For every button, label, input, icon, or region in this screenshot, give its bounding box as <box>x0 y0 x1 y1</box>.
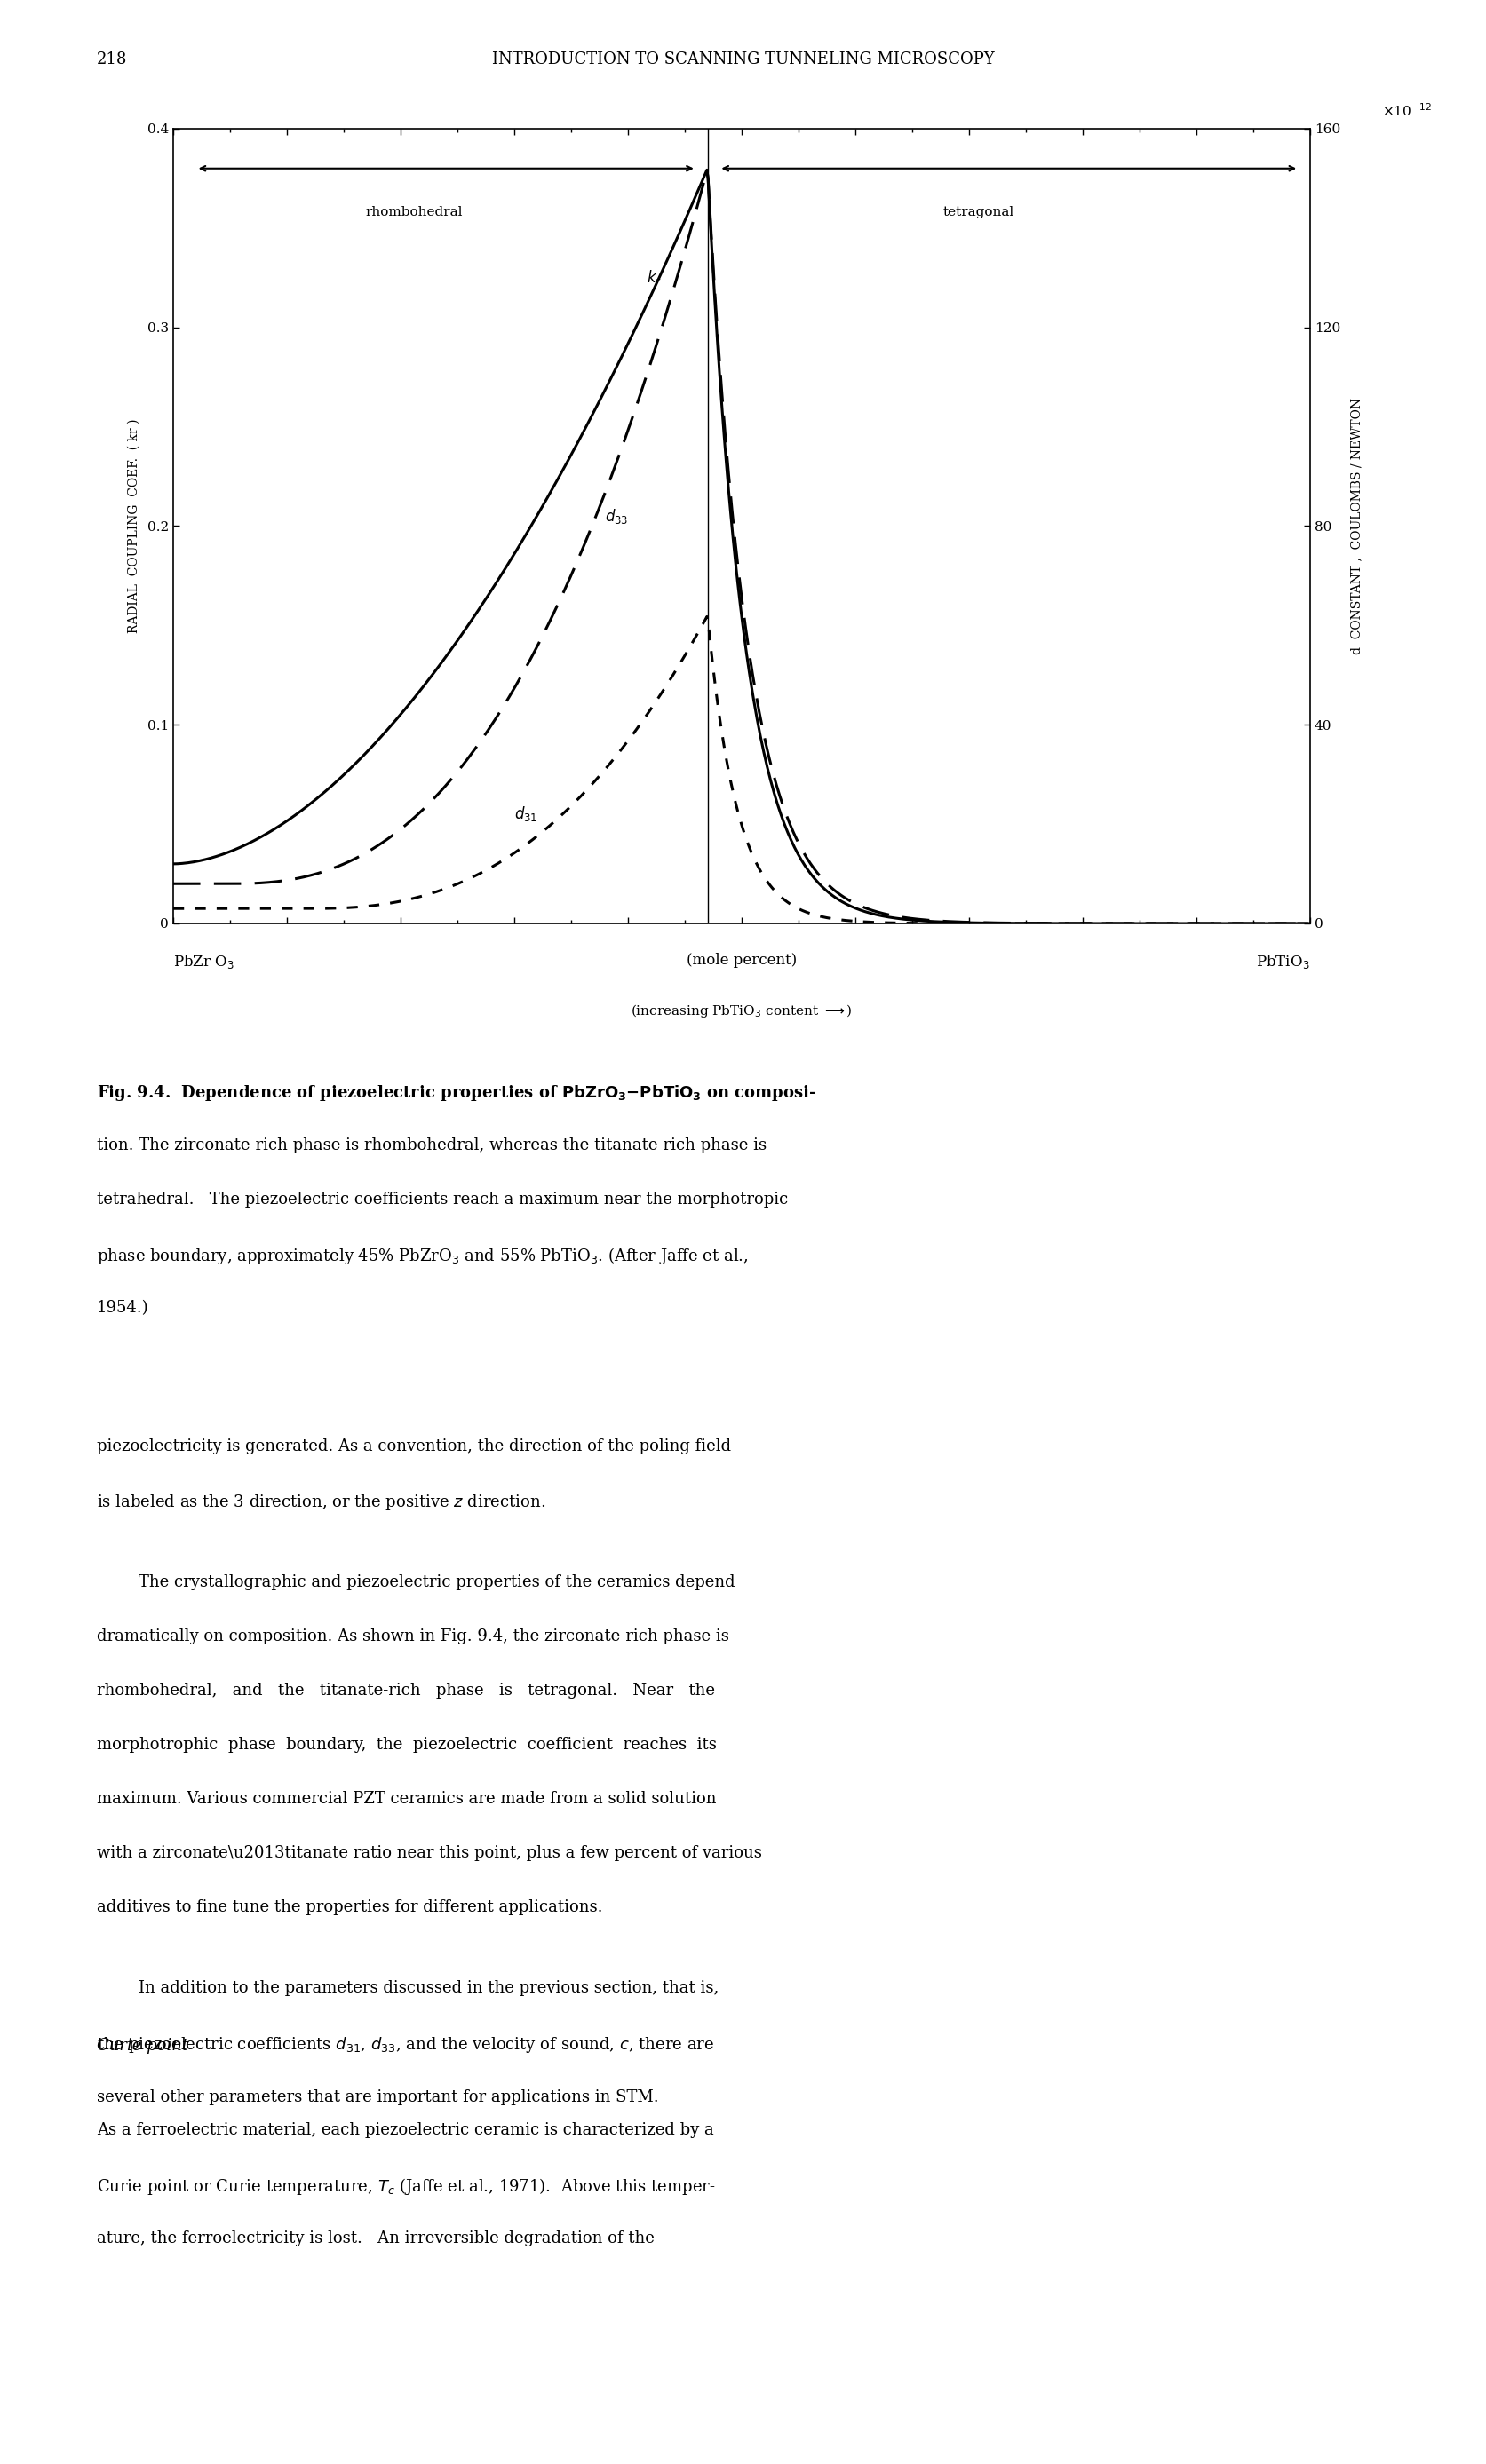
Text: several other parameters that are important for applications in STM.: several other parameters that are import… <box>97 2089 658 2104</box>
Y-axis label: RADIAL  COUPLING  COEF.  ( kr ): RADIAL COUPLING COEF. ( kr ) <box>128 419 140 633</box>
Text: maximum. Various commercial PZT ceramics are made from a solid solution: maximum. Various commercial PZT ceramics… <box>97 1791 716 1806</box>
Text: (mole percent): (mole percent) <box>687 954 796 968</box>
Text: rhombohedral: rhombohedral <box>366 205 462 219</box>
Text: is labeled as the 3 direction, or the positive $z$ direction.: is labeled as the 3 direction, or the po… <box>97 1493 545 1513</box>
Text: 1954.): 1954.) <box>97 1301 149 1316</box>
Text: As a ferroelectric material, each piezoelectric ceramic is characterized by a: As a ferroelectric material, each piezoe… <box>97 2122 713 2139</box>
Text: morphotrophic  phase  boundary,  the  piezoelectric  coefficient  reaches  its: morphotrophic phase boundary, the piezoe… <box>97 1737 716 1752</box>
Text: PbTiO$_3$: PbTiO$_3$ <box>1256 954 1311 971</box>
Text: In addition to the parameters discussed in the previous section, that is,: In addition to the parameters discussed … <box>138 1981 718 1996</box>
Text: with a zirconate\u2013titanate ratio near this point, plus a few percent of vari: with a zirconate\u2013titanate ratio nea… <box>97 1846 762 1860</box>
Text: ature, the ferroelectricity is lost.   An irreversible degradation of the: ature, the ferroelectricity is lost. An … <box>97 2230 654 2247</box>
Text: tetrahedral.   The piezoelectric coefficients reach a maximum near the morphotro: tetrahedral. The piezoelectric coefficie… <box>97 1193 788 1207</box>
Text: PbZr O$_3$: PbZr O$_3$ <box>174 954 235 971</box>
Text: $d_{31}$: $d_{31}$ <box>514 806 538 823</box>
Text: tetragonal: tetragonal <box>944 205 1015 219</box>
Y-axis label: d  CONSTANT ,  COULOMBS / NEWTON: d CONSTANT , COULOMBS / NEWTON <box>1351 397 1363 655</box>
Text: rhombohedral,   and   the   titanate-rich   phase   is   tetragonal.   Near   th: rhombohedral, and the titanate-rich phas… <box>97 1683 715 1698</box>
Text: dramatically on composition. As shown in Fig. 9.4, the zirconate-rich phase is: dramatically on composition. As shown in… <box>97 1629 730 1643</box>
Text: tion. The zirconate-rich phase is rhombohedral, whereas the titanate-rich phase : tion. The zirconate-rich phase is rhombo… <box>97 1138 767 1153</box>
Text: INTRODUCTION TO SCANNING TUNNELING MICROSCOPY: INTRODUCTION TO SCANNING TUNNELING MICRO… <box>492 52 994 67</box>
Text: $\times$10$^{-12}$: $\times$10$^{-12}$ <box>1382 103 1431 118</box>
Text: Curie point: Curie point <box>97 2038 189 2055</box>
Text: phase boundary, approximately 45% PbZrO$_3$ and 55% PbTiO$_3$. (After Jaffe et a: phase boundary, approximately 45% PbZrO$… <box>97 1247 747 1266</box>
Text: additives to fine tune the properties for different applications.: additives to fine tune the properties fo… <box>97 1900 602 1915</box>
Text: 218: 218 <box>97 52 128 67</box>
Text: (increasing PbTiO$_3$ content $\longrightarrow$): (increasing PbTiO$_3$ content $\longrigh… <box>632 1003 853 1020</box>
Text: $d_{33}$: $d_{33}$ <box>605 508 629 525</box>
Text: The crystallographic and piezoelectric properties of the ceramics depend: The crystallographic and piezoelectric p… <box>138 1574 734 1589</box>
Text: the piezoelectric coefficients $d_{31}$, $d_{33}$, and the velocity of sound, $c: the piezoelectric coefficients $d_{31}$,… <box>97 2035 715 2055</box>
Text: piezoelectricity is generated. As a convention, the direction of the poling fiel: piezoelectricity is generated. As a conv… <box>97 1439 731 1454</box>
Text: Curie point or Curie temperature, $T_c$ (Jaffe et al., 1971).  Above this temper: Curie point or Curie temperature, $T_c$ … <box>97 2176 715 2198</box>
Text: $k_r$: $k_r$ <box>646 269 663 288</box>
Text: Fig. 9.4.  Dependence of piezoelectric properties of $\mathbf{PbZrO_3}$$\mathbf{: Fig. 9.4. Dependence of piezoelectric pr… <box>97 1084 816 1104</box>
